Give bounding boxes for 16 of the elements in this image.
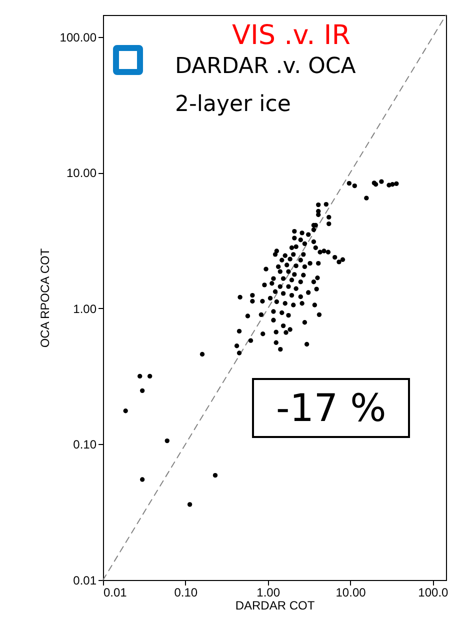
x-tick-label: 10.00 xyxy=(336,586,366,600)
annotation: DARDAR .v. OCA xyxy=(175,54,356,79)
y-axis-title: OCA RPOCA COT xyxy=(38,248,52,348)
x-tick-label: 0.10 xyxy=(174,586,198,600)
x-tick-label: 1.00 xyxy=(256,586,280,600)
y-tick-label: 0.01 xyxy=(73,574,97,588)
annotation: 2-layer ice xyxy=(175,92,291,117)
y-tick-label: 100.00 xyxy=(60,30,97,44)
y-tick-label: 0.10 xyxy=(73,438,97,452)
y-tick-label: 1.00 xyxy=(73,302,97,316)
x-tick-label: 0.01 xyxy=(104,586,128,600)
x-tick-label: 100.0 xyxy=(418,586,449,600)
x-axis-title: DARDAR COT xyxy=(235,598,316,612)
annotation: VIS .v. IR xyxy=(232,20,351,51)
annotation: -17 % xyxy=(252,378,410,438)
y-tick-label: 10.00 xyxy=(66,166,97,180)
